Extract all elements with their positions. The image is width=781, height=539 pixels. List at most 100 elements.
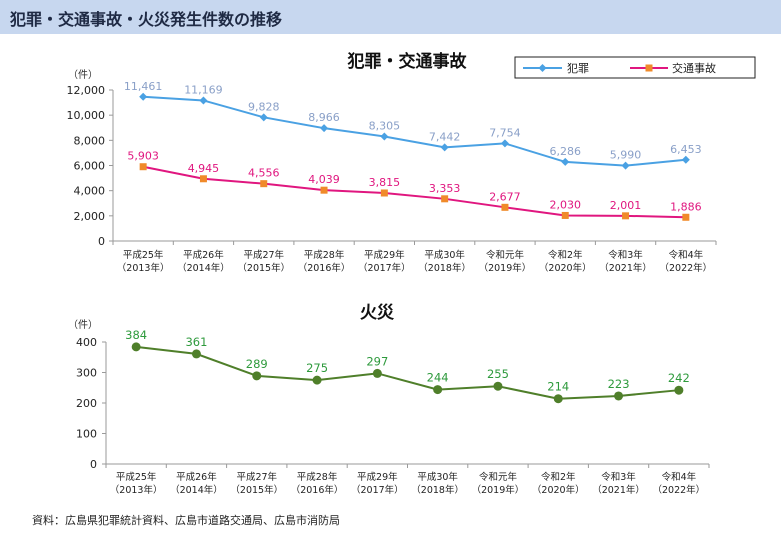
fire-point: [553, 394, 563, 404]
x-tick-label: 平成25年: [116, 471, 157, 483]
y-tick-label: 0: [90, 458, 97, 471]
crime-data-label: 9,828: [248, 100, 280, 113]
x-tick-sublabel: （2018年）: [411, 484, 464, 496]
y-tick-label: 200: [76, 397, 97, 410]
x-tick-sublabel: （2014年）: [177, 262, 230, 274]
y-tick-label: 2,000: [74, 210, 106, 223]
y-tick-label: 8,000: [74, 134, 106, 147]
x-tick-label: 平成28年: [297, 471, 338, 483]
x-tick-label: 令和4年: [669, 249, 704, 261]
x-tick-label: 平成30年: [417, 471, 458, 483]
traffic-point: [260, 180, 268, 188]
crime-data-label: 7,442: [429, 130, 461, 143]
x-tick-sublabel: （2016年）: [298, 262, 351, 274]
x-tick-sublabel: （2014年）: [170, 484, 223, 496]
page-title: 犯罪・交通事故・火災発生件数の推移: [10, 10, 283, 29]
crime-data-label: 8,305: [369, 119, 401, 132]
x-tick-sublabel: （2020年）: [532, 484, 585, 496]
crime-data-label: 11,169: [184, 83, 223, 96]
x-tick-label: 令和元年: [479, 471, 518, 483]
traffic-data-label: 4,556: [248, 167, 280, 180]
x-tick-label: 平成25年: [123, 249, 164, 261]
crime-data-label: 8,966: [308, 111, 340, 124]
fire-data-label: 223: [608, 377, 630, 391]
traffic-point: [441, 195, 449, 203]
traffic-point: [501, 203, 509, 211]
traffic-data-label: 3,815: [369, 176, 401, 189]
y-unit-label: （件）: [68, 319, 98, 331]
x-tick-sublabel: （2018年）: [418, 262, 471, 274]
crime-point: [259, 113, 268, 122]
x-tick-sublabel: （2021年）: [592, 484, 645, 496]
legend-traffic-label: 交通事故: [672, 61, 716, 75]
x-tick-label: 平成26年: [176, 471, 217, 483]
chart-title: 犯罪・交通事故: [347, 51, 468, 72]
page-title-bar: 犯罪・交通事故・火災発生件数の推移: [0, 0, 781, 34]
traffic-data-label: 5,903: [127, 150, 159, 163]
traffic-point: [561, 211, 569, 219]
fire-point: [674, 385, 684, 395]
x-tick-sublabel: （2017年）: [351, 484, 404, 496]
fire-series-line: [136, 345, 679, 400]
traffic-data-label: 4,039: [308, 173, 340, 186]
x-tick-label: 令和3年: [608, 249, 643, 261]
crime-point: [199, 96, 208, 105]
y-unit-label: （件）: [68, 69, 98, 81]
legend-crime-label: 犯罪: [567, 62, 589, 75]
x-tick-sublabel: （2015年）: [237, 262, 290, 274]
fire-data-label: 289: [246, 357, 268, 371]
traffic-data-label: 4,945: [188, 162, 220, 175]
y-tick-label: 400: [76, 336, 97, 349]
fire-point: [433, 385, 443, 395]
crime-point: [500, 139, 509, 148]
fire-data-label: 214: [547, 380, 569, 394]
y-tick-label: 6,000: [74, 160, 106, 173]
x-tick-sublabel: （2016年）: [291, 484, 344, 496]
x-tick-label: 平成28年: [304, 249, 345, 261]
x-tick-sublabel: （2019年）: [472, 484, 525, 496]
traffic-point: [682, 213, 690, 221]
y-tick-label: 10,000: [67, 109, 106, 122]
fire-data-label: 361: [185, 335, 207, 349]
x-tick-sublabel: （2022年）: [653, 484, 706, 496]
fire-point: [372, 368, 382, 378]
traffic-data-label: 2,677: [489, 190, 521, 203]
fire-point: [312, 375, 322, 385]
x-tick-label: 平成26年: [183, 249, 224, 261]
x-tick-label: 平成27年: [236, 471, 277, 483]
traffic-data-label: 2,001: [610, 199, 642, 212]
traffic-point: [380, 189, 388, 197]
fire-data-label: 297: [366, 354, 388, 368]
x-tick-sublabel: （2021年）: [599, 262, 652, 274]
legend-crime-marker: [538, 64, 547, 72]
x-tick-label: 平成29年: [357, 471, 398, 483]
x-tick-label: 令和2年: [548, 249, 583, 261]
crime-series-line: [143, 95, 686, 167]
crime-point: [561, 157, 570, 166]
fire-point: [191, 349, 201, 359]
fire-point: [252, 371, 262, 381]
x-tick-sublabel: （2013年）: [110, 484, 163, 496]
x-tick-sublabel: （2019年）: [479, 262, 532, 274]
x-tick-label: 平成30年: [424, 249, 465, 261]
y-tick-label: 12,000: [67, 84, 106, 97]
x-tick-sublabel: （2020年）: [539, 262, 592, 274]
crime-data-label: 6,453: [670, 143, 702, 156]
fire-data-label: 242: [668, 371, 690, 385]
fire-data-label: 255: [487, 367, 509, 381]
x-tick-sublabel: （2015年）: [230, 484, 283, 496]
x-tick-label: 平成27年: [243, 249, 284, 261]
crime-data-label: 5,990: [610, 149, 642, 162]
fire-data-label: 244: [427, 371, 449, 385]
traffic-data-label: 3,353: [429, 182, 461, 195]
source-note: 資料：広島県犯罪統計資料、広島市道路交通局、広島市消防局: [32, 514, 340, 527]
traffic-point: [320, 186, 328, 194]
traffic-point: [199, 175, 207, 183]
fire-point: [614, 391, 624, 401]
fire-point: [131, 342, 141, 352]
crime-data-label: 6,286: [550, 145, 582, 158]
crime-data-label: 7,754: [489, 126, 521, 139]
crime-point: [440, 143, 449, 152]
x-tick-label: 平成29年: [364, 249, 405, 261]
y-tick-label: 100: [76, 428, 97, 441]
